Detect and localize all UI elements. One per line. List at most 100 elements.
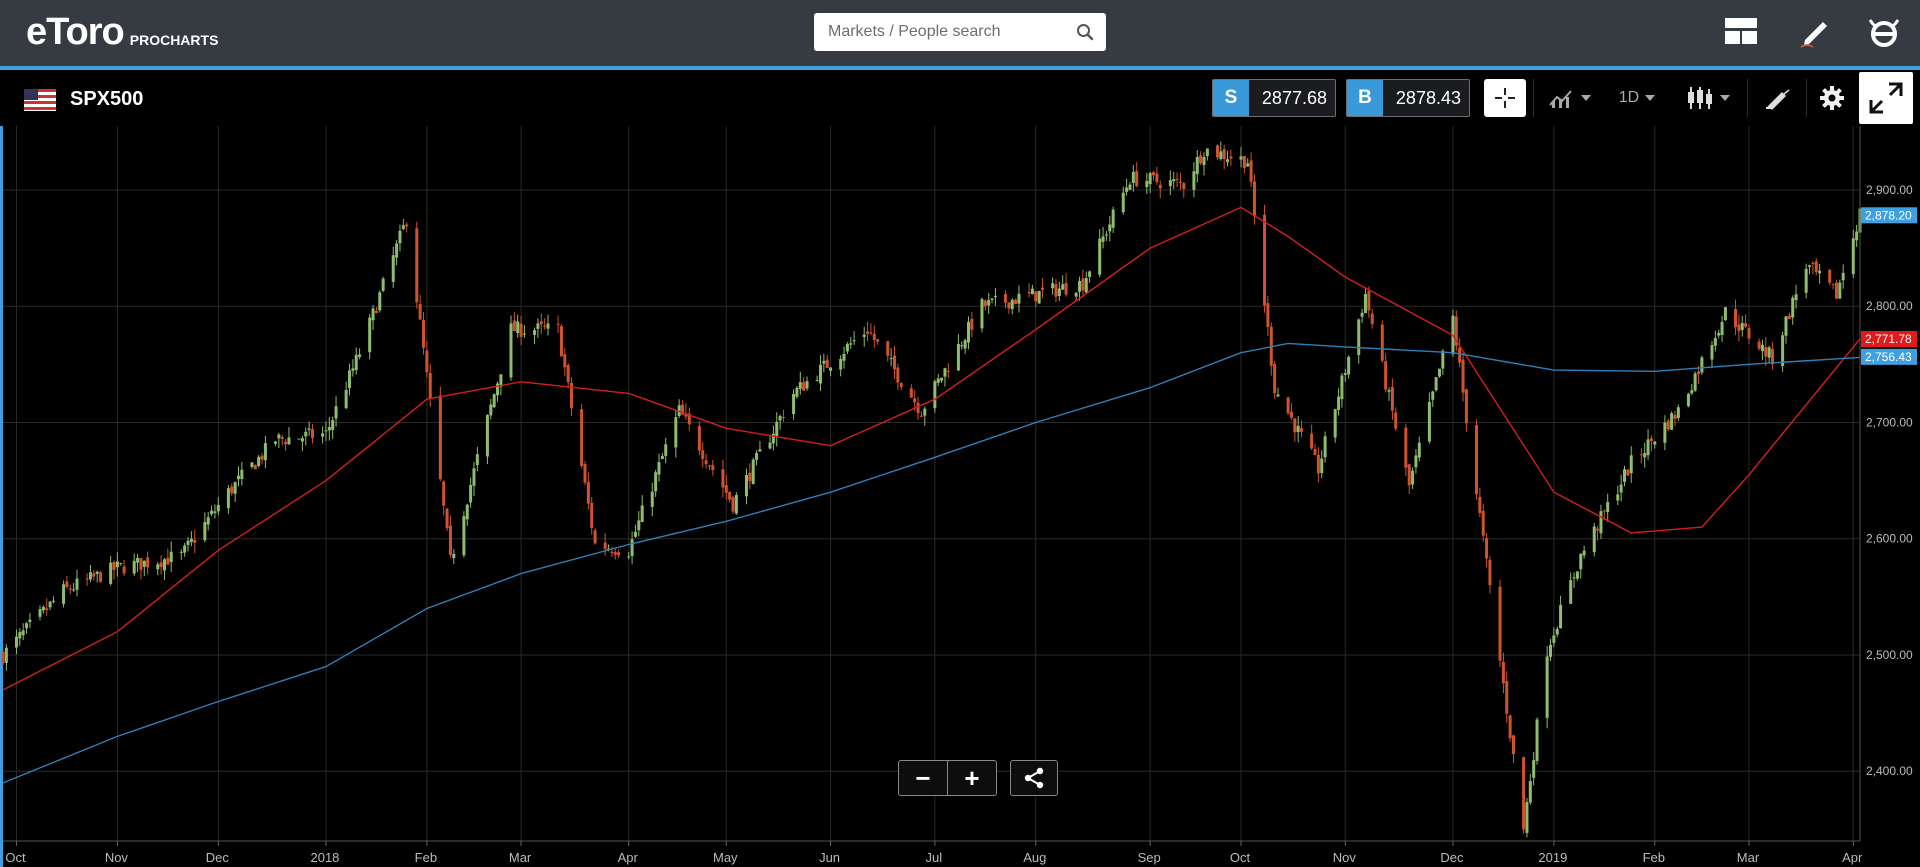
candle-body (465, 504, 469, 520)
timeframe-selector[interactable]: 1D (1612, 79, 1662, 117)
candle-body (970, 318, 974, 330)
chart-type-button[interactable] (1680, 79, 1736, 117)
x-tick-label: 2018 (310, 850, 339, 865)
candle-body (462, 516, 466, 556)
candle-body (1481, 510, 1485, 536)
edit-pencil-icon[interactable] (1797, 14, 1833, 50)
candle-body (1767, 347, 1771, 358)
candle-body (438, 395, 442, 480)
candle-body (391, 255, 395, 282)
search-icon[interactable] (1076, 23, 1094, 41)
candle-body (1266, 303, 1270, 327)
price-axis: 2,400.00 2,500.00 2,600.00 2,700.00 2,800.00… (1859, 126, 1917, 841)
candle-body (1592, 526, 1596, 553)
candle-body (792, 393, 796, 414)
settings-button[interactable] (1811, 79, 1853, 117)
share-button[interactable] (1010, 760, 1058, 796)
zoom-in-button[interactable]: + (964, 762, 980, 793)
candle-body (1111, 209, 1115, 228)
sell-price-button[interactable]: S 2877.68 (1212, 79, 1336, 117)
etoro-app-icon[interactable] (1866, 14, 1902, 50)
candle-body (818, 364, 822, 384)
candle-body (1152, 172, 1156, 176)
buy-price-button[interactable]: B 2878.43 (1346, 79, 1470, 117)
candle-body (839, 358, 843, 370)
candle-body (1596, 528, 1600, 531)
candle-body (189, 538, 193, 542)
toolbar-divider (1747, 79, 1748, 117)
candle-body (1488, 559, 1492, 586)
candle-body (401, 225, 405, 230)
candle-body (664, 444, 668, 456)
candle-body (1697, 371, 1701, 375)
candle-body (415, 228, 419, 303)
instrument-header[interactable]: SPX500 (24, 88, 143, 111)
candle-body (311, 429, 314, 439)
candle-body (1293, 418, 1297, 433)
candle-body (1532, 760, 1536, 778)
x-tick-label: Jun (819, 850, 840, 865)
candle-body (960, 345, 964, 347)
candle-body (1737, 324, 1741, 332)
drawing-tools-button[interactable] (1757, 79, 1799, 117)
candle-body (425, 350, 429, 373)
candle-body (1380, 324, 1384, 361)
candle-body (633, 531, 637, 537)
candle-body (1764, 347, 1768, 357)
candle-body (448, 525, 452, 555)
indicators-button[interactable] (1544, 79, 1596, 117)
candle-body (1791, 297, 1795, 318)
candle-body (186, 540, 190, 545)
candle-body (768, 442, 772, 449)
candle-body (371, 308, 375, 321)
candle-body (321, 433, 325, 437)
candle-body (395, 243, 399, 258)
candle-body (72, 589, 76, 591)
candle-body (92, 573, 96, 577)
candle-body (1784, 316, 1788, 336)
candle-body (1057, 288, 1061, 296)
zoom-out-button[interactable]: − (915, 762, 931, 793)
candle-body (1205, 148, 1209, 157)
candle-body (1175, 179, 1179, 181)
candle-body (257, 456, 261, 467)
candle-body (1081, 278, 1085, 291)
candle-body (1686, 393, 1690, 407)
candle-body (162, 559, 166, 571)
candle-body (580, 409, 584, 467)
candle-body (139, 557, 143, 570)
candle-body (940, 377, 944, 381)
candle-body (933, 381, 937, 409)
search-input[interactable] (814, 13, 1064, 51)
etoro-logo[interactable]: eToro PROCHARTS (26, 12, 218, 52)
candle-body (1626, 469, 1630, 476)
candle-body (1757, 341, 1761, 349)
chevron-down-icon (1645, 95, 1656, 101)
candle-body (913, 398, 917, 403)
candle-body (1552, 635, 1556, 643)
candle-body (687, 413, 691, 425)
candle-body (967, 321, 971, 343)
candle-body (260, 455, 264, 460)
candle-body (263, 443, 267, 461)
candle-body (25, 623, 29, 629)
candle-body (14, 636, 18, 648)
candle-body (1639, 454, 1643, 456)
crosshair-button[interactable] (1484, 79, 1526, 117)
share-icon (1011, 761, 1057, 795)
candle-body (1246, 163, 1250, 167)
candle-body (1310, 433, 1314, 449)
price-chart[interactable]: 2,400.00 2,500.00 2,600.00 2,700.00 2,800.00… (0, 126, 1920, 867)
candle-body (775, 421, 779, 437)
fullscreen-button[interactable] (1859, 72, 1913, 124)
x-tick-label: Dec (206, 850, 230, 865)
candle-body (405, 224, 409, 227)
candle-body (1555, 628, 1559, 635)
search-box[interactable] (814, 13, 1106, 51)
candle-body (1501, 661, 1505, 684)
layout-icon[interactable] (1723, 14, 1759, 50)
candle-body (1104, 234, 1108, 236)
candle-body (539, 321, 543, 325)
candle-body (1781, 335, 1785, 367)
candle-body (1811, 262, 1815, 265)
